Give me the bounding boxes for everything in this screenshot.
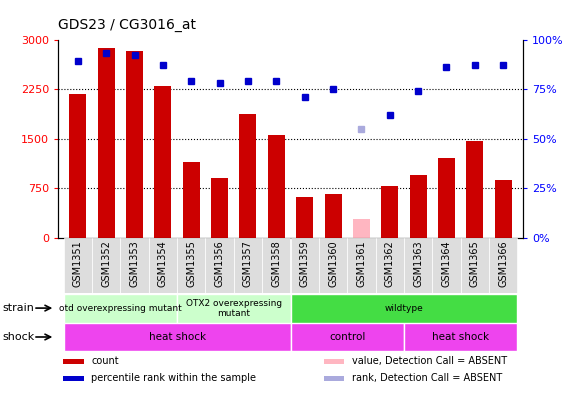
Text: control: control xyxy=(329,332,365,342)
Bar xyxy=(404,323,517,351)
Text: GSM1353: GSM1353 xyxy=(130,240,139,287)
Text: value, Detection Call = ABSENT: value, Detection Call = ABSENT xyxy=(352,356,507,366)
Bar xyxy=(177,238,206,293)
Bar xyxy=(63,376,84,381)
Bar xyxy=(183,162,200,238)
Bar xyxy=(438,158,455,238)
Bar xyxy=(120,238,149,293)
Bar xyxy=(239,114,256,238)
Text: GSM1357: GSM1357 xyxy=(243,240,253,287)
Bar xyxy=(324,359,345,364)
Text: GSM1359: GSM1359 xyxy=(300,240,310,287)
Text: count: count xyxy=(91,356,119,366)
Text: OTX2 overexpressing
mutant: OTX2 overexpressing mutant xyxy=(186,299,282,318)
Bar xyxy=(64,238,92,293)
Bar xyxy=(98,48,115,238)
Bar xyxy=(64,294,177,323)
Bar xyxy=(155,86,171,238)
Text: rank, Detection Call = ABSENT: rank, Detection Call = ABSENT xyxy=(352,373,503,383)
Bar xyxy=(64,323,290,351)
Text: GSM1363: GSM1363 xyxy=(413,240,423,287)
Text: GSM1362: GSM1362 xyxy=(385,240,394,287)
Text: shock: shock xyxy=(3,332,35,342)
Text: GDS23 / CG3016_at: GDS23 / CG3016_at xyxy=(58,18,196,32)
Text: GSM1361: GSM1361 xyxy=(356,240,367,287)
Text: heat shock: heat shock xyxy=(432,332,489,342)
Text: GSM1351: GSM1351 xyxy=(73,240,83,287)
Bar xyxy=(290,294,517,323)
Bar xyxy=(92,238,120,293)
Bar xyxy=(347,238,375,293)
Text: GSM1364: GSM1364 xyxy=(442,240,451,287)
Text: GSM1366: GSM1366 xyxy=(498,240,508,287)
Bar xyxy=(211,178,228,238)
Text: GSM1358: GSM1358 xyxy=(271,240,281,287)
Text: GSM1360: GSM1360 xyxy=(328,240,338,287)
Bar xyxy=(206,238,234,293)
Bar xyxy=(466,141,483,238)
Bar xyxy=(296,197,313,238)
Bar xyxy=(149,238,177,293)
Text: GSM1354: GSM1354 xyxy=(158,240,168,287)
Text: GSM1355: GSM1355 xyxy=(187,240,196,287)
Bar xyxy=(375,238,404,293)
Text: GSM1356: GSM1356 xyxy=(214,240,225,287)
Bar xyxy=(290,238,319,293)
Bar xyxy=(63,359,84,364)
Bar xyxy=(353,219,370,238)
Bar xyxy=(126,51,143,238)
Text: GSM1365: GSM1365 xyxy=(469,240,480,287)
Text: heat shock: heat shock xyxy=(149,332,206,342)
Bar xyxy=(70,94,87,238)
Text: percentile rank within the sample: percentile rank within the sample xyxy=(91,373,256,383)
Bar xyxy=(410,175,426,238)
Bar xyxy=(494,180,511,238)
Bar xyxy=(290,323,404,351)
Text: otd overexpressing mutant: otd overexpressing mutant xyxy=(59,304,182,313)
Bar xyxy=(404,238,432,293)
Bar xyxy=(268,135,285,238)
Bar xyxy=(489,238,517,293)
Bar xyxy=(381,186,398,238)
Bar xyxy=(432,238,461,293)
Text: wildtype: wildtype xyxy=(385,304,423,313)
Bar xyxy=(234,238,262,293)
Text: GSM1352: GSM1352 xyxy=(101,240,112,287)
Bar xyxy=(324,376,345,381)
Text: strain: strain xyxy=(3,303,35,313)
Bar xyxy=(319,238,347,293)
Bar xyxy=(461,238,489,293)
Bar xyxy=(325,194,342,238)
Bar xyxy=(262,238,290,293)
Bar xyxy=(177,294,290,323)
